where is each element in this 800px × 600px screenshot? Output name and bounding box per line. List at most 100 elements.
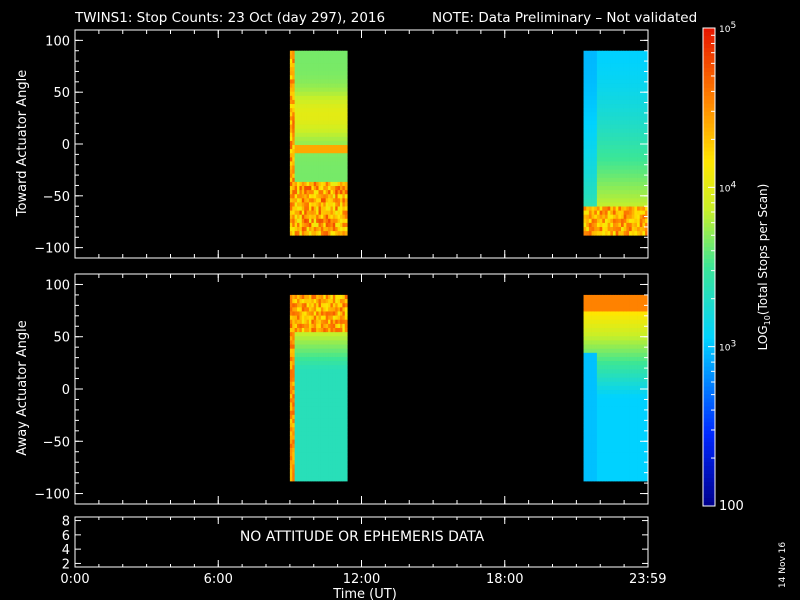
heatmap-cell bbox=[599, 319, 603, 325]
heatmap-cell bbox=[340, 452, 343, 457]
heatmap-cell bbox=[610, 173, 614, 179]
heatmap-cell bbox=[294, 136, 298, 142]
heatmap-cell bbox=[306, 190, 310, 195]
heatmap-cell bbox=[631, 99, 635, 105]
heatmap-cell bbox=[631, 71, 635, 76]
heatmap-cell bbox=[599, 435, 603, 441]
heatmap-cell bbox=[340, 181, 343, 187]
heatmap-cell bbox=[610, 447, 614, 453]
heatmap-cell bbox=[299, 190, 303, 195]
heatmap-cell bbox=[306, 472, 310, 478]
heatmap-cell bbox=[642, 91, 646, 97]
heatmap-cell bbox=[337, 214, 341, 220]
heatmap-cell bbox=[594, 423, 598, 428]
heatmap-cell bbox=[297, 63, 300, 68]
heatmap-cell bbox=[304, 75, 307, 80]
heatmap-cell bbox=[602, 54, 606, 60]
heatmap-cell bbox=[586, 181, 590, 187]
heatmap-cell bbox=[588, 365, 592, 370]
heatmap-cell bbox=[594, 91, 598, 97]
heatmap-cell bbox=[623, 447, 627, 453]
colorbar-cell bbox=[703, 263, 715, 268]
heatmap-cell bbox=[604, 439, 609, 445]
heatmap-cell bbox=[612, 58, 617, 64]
heatmap-cell bbox=[637, 336, 641, 341]
heatmap-cell bbox=[330, 67, 334, 72]
heatmap-cell bbox=[591, 427, 595, 432]
heatmap-cell bbox=[637, 83, 641, 89]
heatmap-cell bbox=[618, 136, 622, 142]
heatmap-cell bbox=[328, 439, 331, 445]
heatmap-cell bbox=[299, 431, 303, 436]
heatmap-cell bbox=[615, 352, 619, 358]
heatmap-cell bbox=[313, 439, 317, 445]
heatmap-cell bbox=[639, 394, 643, 399]
heatmap-cell bbox=[615, 210, 619, 216]
heatmap-cell bbox=[332, 299, 336, 304]
heatmap-cell bbox=[313, 369, 317, 374]
heatmap-cell bbox=[294, 410, 298, 416]
heatmap-cell bbox=[332, 161, 336, 166]
heatmap-cell bbox=[332, 79, 336, 84]
heatmap-cell bbox=[591, 435, 595, 441]
heatmap-cell bbox=[623, 435, 627, 441]
heatmap-cell bbox=[588, 91, 592, 97]
heatmap-cell bbox=[311, 468, 315, 474]
heatmap-cell bbox=[604, 91, 609, 97]
heatmap-cell bbox=[325, 406, 329, 412]
heatmap-cell bbox=[316, 95, 319, 101]
heatmap-cell bbox=[313, 431, 317, 436]
colorbar-cell bbox=[703, 83, 715, 89]
heatmap-cell bbox=[626, 67, 630, 72]
heatmap-cell bbox=[599, 67, 603, 72]
heatmap-cell bbox=[328, 443, 331, 449]
heatmap-cell bbox=[591, 177, 595, 183]
heatmap-cell bbox=[313, 54, 317, 60]
heatmap-cell bbox=[615, 464, 619, 469]
heatmap-cell bbox=[299, 327, 303, 333]
heatmap-cell bbox=[637, 104, 641, 109]
heatmap-cell bbox=[629, 476, 633, 482]
heatmap-cell bbox=[586, 336, 590, 341]
heatmap-cell bbox=[615, 414, 619, 420]
colorbar-cell bbox=[703, 87, 715, 93]
heatmap-cell bbox=[615, 108, 619, 113]
heatmap-cell bbox=[316, 377, 319, 383]
heatmap-cell bbox=[607, 398, 611, 403]
heatmap-cell bbox=[308, 452, 312, 457]
heatmap-cell bbox=[294, 356, 298, 362]
heatmap-cell bbox=[639, 177, 643, 183]
heatmap-cell bbox=[602, 402, 606, 407]
chart-title: TWINS1: Stop Counts: 23 Oct (day 297), 2… bbox=[74, 10, 385, 26]
heatmap-cell bbox=[311, 427, 315, 432]
heatmap-cell bbox=[639, 365, 643, 370]
heatmap-cell bbox=[631, 406, 635, 412]
heatmap-cell bbox=[642, 435, 646, 441]
heatmap-cell bbox=[604, 54, 609, 60]
heatmap-cell bbox=[289, 198, 293, 203]
heatmap-cell bbox=[292, 161, 296, 166]
heatmap-cell bbox=[637, 447, 641, 453]
heatmap-cell bbox=[301, 54, 305, 60]
heatmap-cell bbox=[634, 344, 638, 350]
heatmap-cell bbox=[634, 108, 638, 113]
heatmap-cell bbox=[596, 402, 600, 407]
heatmap-cell bbox=[335, 173, 339, 179]
heatmap-cell bbox=[602, 194, 606, 199]
heatmap-cell bbox=[337, 381, 341, 387]
heatmap-cell bbox=[325, 227, 329, 232]
heatmap-cell bbox=[320, 299, 324, 304]
heatmap-cell bbox=[583, 116, 587, 121]
heatmap-cell bbox=[607, 91, 611, 97]
heatmap-cell bbox=[596, 394, 600, 399]
heatmap-cell bbox=[618, 439, 622, 445]
heatmap-cell bbox=[306, 75, 310, 80]
heatmap-cell bbox=[340, 323, 343, 329]
heatmap-cell bbox=[588, 169, 592, 175]
heatmap-cell bbox=[294, 464, 298, 469]
heatmap-cell bbox=[629, 323, 633, 329]
colorbar-cell bbox=[703, 251, 715, 256]
heatmap-cell bbox=[626, 153, 630, 158]
heatmap-cell bbox=[304, 169, 307, 175]
heatmap-cell bbox=[594, 63, 598, 68]
